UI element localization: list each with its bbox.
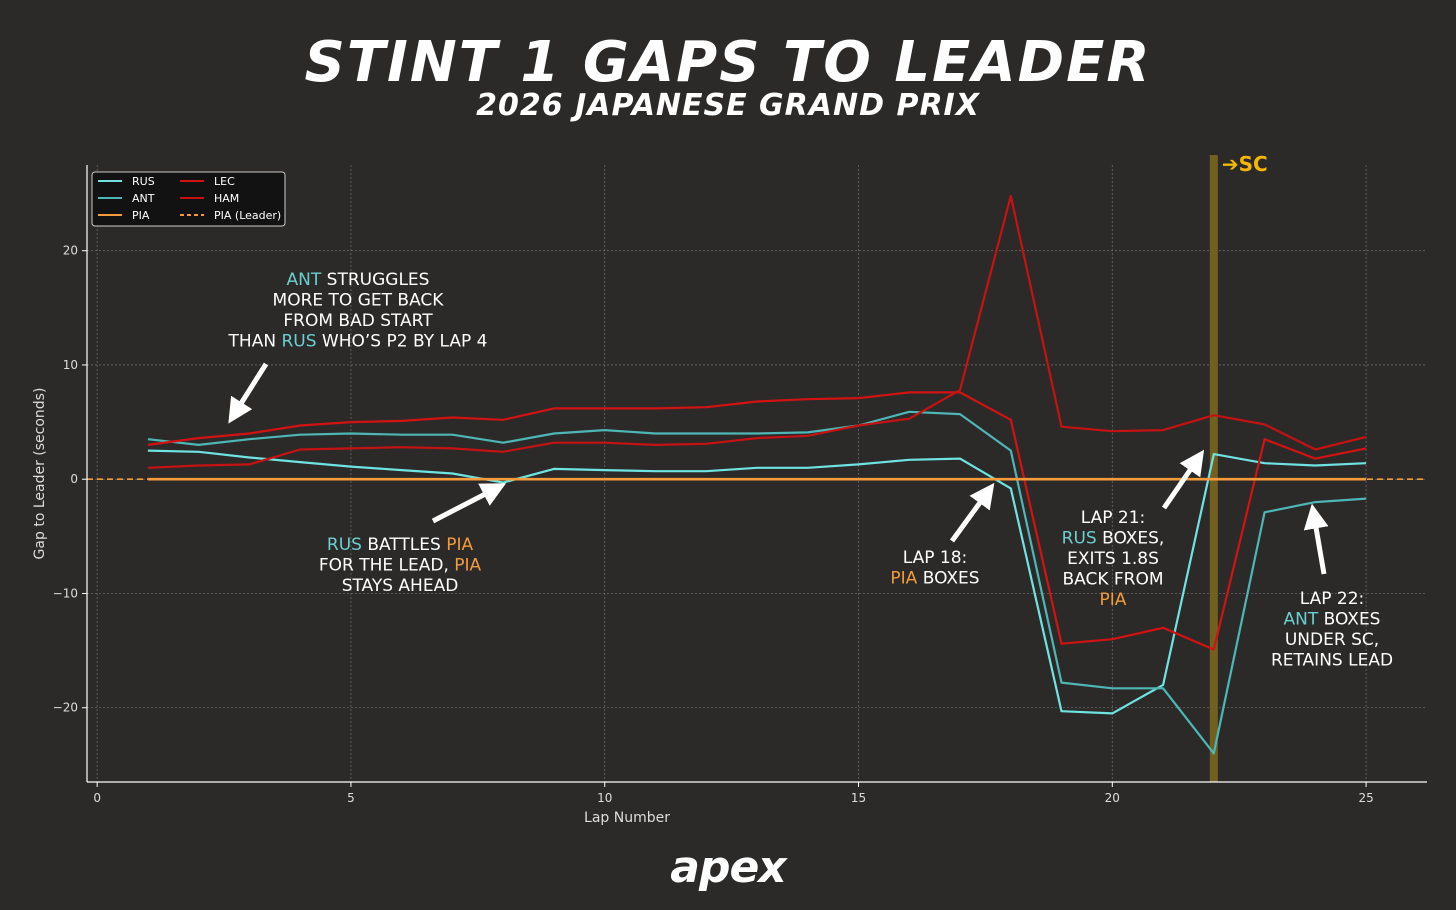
annotation-line: STAYS AHEAD: [342, 576, 459, 596]
apex-logo: apex: [670, 842, 786, 893]
annotation-line: RUS BATTLES PIA: [327, 535, 474, 555]
annotation-segment: THAN: [228, 332, 282, 352]
legend-label-lec: LEC: [214, 175, 235, 188]
annotation-line: EXITS 1.8S: [1067, 549, 1159, 569]
annotation-line: ANT STRUGGLES: [287, 270, 430, 290]
x-tick-label: 10: [597, 791, 612, 805]
annotation-line: UNDER SC,: [1285, 630, 1379, 650]
annotation-arrows: [228, 362, 1329, 575]
annotation-arrow: [431, 483, 507, 524]
x-tick-label: 0: [93, 791, 101, 805]
y-tick-label: 0: [70, 472, 78, 486]
annotation-arrow: [228, 362, 269, 424]
annotation-segment: LAP 22:: [1300, 589, 1365, 609]
safety-car-band-rect: [1209, 155, 1218, 782]
annotation-segment: FROM BAD START: [283, 311, 433, 331]
safety-car-label: ➔SC: [1222, 152, 1268, 176]
x-tick-label: 15: [851, 791, 866, 805]
annotation-segment: PIA: [890, 569, 917, 589]
x-axis-label: Lap Number: [584, 810, 670, 826]
annotation-line: ANT BOXES: [1284, 610, 1381, 630]
legend: RUS ANT PIA LEC HAM PIA (Leader): [91, 171, 286, 227]
annotation-line: LAP 22:: [1300, 589, 1365, 609]
y-tick-label: 10: [63, 358, 78, 372]
annotation-segment: BOXES: [1318, 610, 1380, 630]
safety-car-band: ➔SC: [1209, 152, 1268, 782]
x-tick-label: 5: [347, 791, 355, 805]
annotation-line: PIA: [1100, 590, 1127, 610]
annotation-segment: RUS: [281, 332, 316, 352]
grid: [87, 165, 1427, 782]
annotation-segment: BOXES: [917, 569, 979, 589]
annotation-segment: LAP 18:: [903, 548, 968, 568]
legend-label-pia: PIA: [132, 209, 150, 222]
annotation-line: LAP 18:: [903, 548, 968, 568]
legend-label-ant: ANT: [132, 192, 155, 205]
annotation-line: MORE TO GET BACK: [273, 291, 445, 311]
annotation-segment: PIA: [454, 556, 481, 576]
annotation-segment: RUS: [327, 535, 362, 555]
series-line-ham: [147, 194, 1367, 469]
y-tick-label: −20: [53, 701, 78, 715]
annotation-line: RUS BOXES,: [1062, 529, 1165, 549]
y-axis-label: Gap to Leader (seconds): [32, 388, 48, 560]
chart-title: STINT 1 GAPS TO LEADER: [304, 30, 1152, 95]
series-line-ant: [147, 410, 1367, 755]
annotation-segment: STRUGGLES: [321, 270, 429, 290]
annotation-line: RETAINS LEAD: [1271, 651, 1393, 671]
annotation-line: BACK FROM: [1062, 570, 1163, 590]
annotation-segment: MORE TO GET BACK: [273, 291, 445, 311]
annotation-segment: BACK FROM: [1062, 570, 1163, 590]
y-tick-label: 20: [63, 244, 78, 258]
annotation-line: PIA BOXES: [890, 569, 979, 589]
annotation-line: FROM BAD START: [283, 311, 433, 331]
annotation-segment: WHO’S P2 BY LAP 4: [317, 332, 488, 352]
annotation-segment: PIA: [1100, 590, 1127, 610]
series-line-lec: [147, 391, 1367, 651]
legend-label-rus: RUS: [132, 175, 155, 188]
axes: 0 5 10 15 20 25 20 10 0 −10 −20 Lap Number Gap to Le…: [32, 165, 1427, 826]
annotation-segment: LAP 21:: [1081, 508, 1146, 528]
x-tick-label: 25: [1358, 791, 1373, 805]
annotation-segment: BATTLES: [362, 535, 446, 555]
legend-label-pia-leader-: PIA (Leader): [214, 209, 281, 222]
annotation-segment: ANT: [1284, 610, 1319, 630]
annotation-segment: PIA: [446, 535, 473, 555]
annotation-arrow: [1303, 503, 1329, 575]
chart-subtitle: 2026 JAPANESE GRAND PRIX: [476, 88, 980, 123]
annotation-arrow: [949, 482, 995, 543]
annotation-lap18: LAP 18:PIA BOXES: [890, 548, 979, 589]
annotation-segment: RETAINS LEAD: [1271, 651, 1393, 671]
annotation-segment: UNDER SC,: [1285, 630, 1379, 650]
annotation-segment: EXITS 1.8S: [1067, 549, 1159, 569]
annotation-segment: STAYS AHEAD: [342, 576, 459, 596]
legend-label-ham: HAM: [214, 192, 239, 205]
annotation-line: FOR THE LEAD, PIA: [319, 556, 482, 576]
x-tick-label: 20: [1105, 791, 1120, 805]
series-line-rus: [147, 449, 1367, 715]
y-tick-label: −10: [53, 586, 78, 600]
annotation-segment: RUS: [1062, 529, 1097, 549]
annotation-line: THAN RUS WHO’S P2 BY LAP 4: [228, 332, 488, 352]
annotation-line: LAP 21:: [1081, 508, 1146, 528]
annotation-arrow: [1161, 449, 1205, 510]
annotation-segment: BOXES,: [1097, 529, 1165, 549]
annotation-segment: FOR THE LEAD,: [319, 556, 454, 576]
series-lines: [87, 194, 1427, 755]
annotation-segment: ANT: [287, 270, 322, 290]
